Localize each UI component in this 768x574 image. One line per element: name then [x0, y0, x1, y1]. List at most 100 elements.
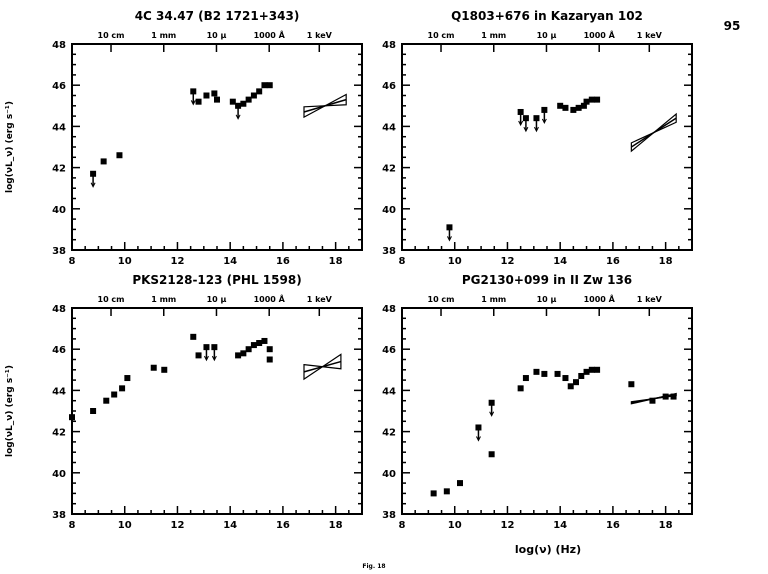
y-tick-label: 38 [382, 510, 396, 521]
y-tick-label: 42 [382, 164, 396, 175]
x-tick-label: 10 [448, 520, 462, 531]
top-axis-label: 1 keV [637, 31, 663, 40]
data-point [240, 350, 247, 357]
data-point [256, 88, 263, 95]
plot-frame [401, 43, 693, 251]
data-point [235, 352, 242, 359]
top-axis-label: 10 cm [428, 31, 455, 40]
y-tick-label: 48 [52, 40, 66, 51]
x-tick-label: 18 [659, 520, 673, 531]
data-point [69, 414, 75, 421]
data-point [245, 346, 252, 353]
y-tick-label: 46 [52, 81, 66, 92]
y-tick-label: 40 [382, 469, 396, 480]
y-tick-label: 38 [382, 246, 396, 257]
y-tick-label: 46 [382, 81, 396, 92]
plot-frame [71, 43, 363, 251]
data-point [195, 98, 202, 105]
xray-bowtie [630, 112, 677, 153]
data-point [628, 381, 635, 388]
top-axis-label: 10 μ [537, 295, 557, 304]
data-point [583, 368, 590, 375]
data-point [594, 96, 601, 103]
panel-title: PKS2128-123 (PHL 1598) [132, 273, 301, 287]
x-tick-label: 18 [659, 256, 673, 267]
panel-title: 4C 34.47 (B2 1721+343) [135, 9, 300, 23]
upper-limit-arrowhead [447, 236, 452, 242]
data-point [517, 385, 524, 392]
data-point [670, 393, 677, 400]
x-tick-label: 8 [399, 520, 406, 531]
x-tick-label: 14 [553, 520, 567, 531]
data-point [150, 364, 157, 371]
data-point [588, 366, 595, 373]
plot-frame [71, 307, 363, 515]
upper-limit-arrowhead [476, 436, 481, 442]
data-point [578, 372, 585, 379]
top-axis-label: 1 mm [151, 295, 176, 304]
x-axis-label: log(ν) (Hz) [515, 543, 581, 556]
xray-bowtie [303, 93, 347, 119]
y-axis-label-top: log(νL_ν) (erg s⁻¹) [5, 101, 15, 193]
top-axis-label: 1 keV [637, 295, 663, 304]
y-tick-label: 42 [382, 428, 396, 439]
y-tick-label: 40 [382, 205, 396, 216]
top-axis-label: 1 mm [481, 295, 506, 304]
y-tick-label: 44 [52, 122, 66, 133]
data-point [554, 370, 561, 377]
x-tick-label: 12 [500, 256, 514, 267]
x-tick-label: 8 [399, 256, 406, 267]
xray-powerlaw [303, 98, 347, 113]
data-point [161, 366, 168, 373]
data-point [522, 375, 529, 382]
data-point [488, 451, 495, 458]
panel-title: Q1803+676 in Kazaryan 102 [451, 9, 643, 23]
sed-panel: PG2130+099 in II Zw 136 8 10 12 14 16 18 38 40 42… [382, 273, 693, 531]
data-point [256, 340, 263, 347]
y-tick-label: 38 [52, 510, 66, 521]
data-point [562, 104, 569, 111]
upper-limit-arrowhead [541, 118, 547, 125]
x-tick-label: 10 [118, 520, 132, 531]
data-point [573, 379, 579, 386]
data-point [103, 397, 110, 404]
y-tick-label: 44 [382, 386, 396, 397]
x-tick-label: 16 [276, 256, 290, 267]
upper-limit-arrowhead [489, 411, 495, 417]
top-axis-label: 10 μ [207, 31, 227, 40]
data-point [567, 383, 574, 390]
upper-limit-arrowhead [190, 100, 196, 106]
upper-limit-arrowhead [534, 126, 539, 133]
data-point [203, 92, 210, 99]
x-tick-label: 16 [606, 256, 620, 267]
upper-limit-arrowhead [204, 355, 209, 362]
data-point [562, 375, 569, 382]
y-tick-label: 48 [52, 304, 66, 315]
upper-limit-arrowhead [90, 182, 96, 188]
sed-panel: 4C 34.47 (B2 1721+343) 8 10 12 14 16 18 38 40 42 4… [52, 9, 363, 267]
top-axis-label: 1000 Å [584, 30, 616, 40]
sed-panel: Q1803+676 in Kazaryan 102 8 10 12 14 16 18 38 40… [382, 9, 693, 267]
y-tick-label: 46 [52, 345, 66, 356]
top-axis-label: 10 μ [537, 31, 557, 40]
data-point [430, 490, 437, 497]
data-point [261, 82, 268, 89]
data-point [261, 337, 268, 344]
top-axis-label: 10 cm [428, 295, 455, 304]
x-tick-label: 10 [448, 256, 462, 267]
data-point [211, 90, 218, 97]
x-tick-label: 14 [223, 256, 237, 267]
top-axis-label: 1000 Å [254, 30, 286, 40]
y-tick-label: 48 [382, 304, 396, 315]
y-tick-label: 44 [382, 122, 396, 133]
data-point [111, 391, 118, 398]
data-point [588, 96, 595, 103]
plot-frame [401, 307, 693, 515]
top-axis-label: 1000 Å [584, 294, 616, 304]
x-tick-label: 12 [500, 520, 514, 531]
figure-caption: Fig. 18 [362, 563, 385, 570]
data-point [214, 96, 220, 103]
y-tick-label: 40 [52, 205, 66, 216]
data-point [557, 102, 564, 109]
